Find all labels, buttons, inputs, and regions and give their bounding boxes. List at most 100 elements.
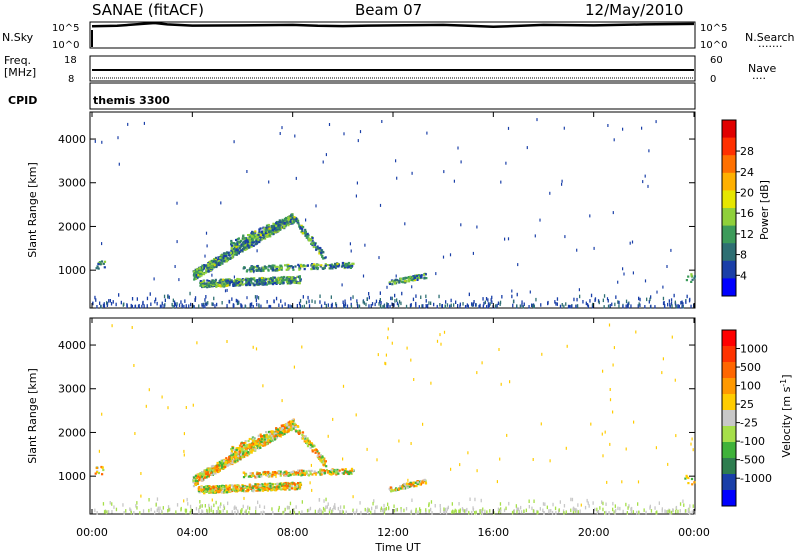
mid-band-cell (324, 264, 327, 267)
ground-scatter-cell (328, 508, 331, 512)
sparse-echo-cell (499, 457, 501, 461)
upper-arm-cell (235, 245, 238, 248)
ground-scatter-cell (572, 509, 575, 514)
mid-band-cell (247, 475, 250, 478)
power-ylabel: Slant Range [km] (26, 162, 39, 258)
ground-scatter-cell (293, 508, 295, 512)
lower-band-cell (229, 489, 232, 492)
lower-band-cell (253, 284, 256, 287)
mid-band-cell (272, 268, 275, 271)
upper-arm-cell (230, 243, 233, 246)
lower-band-cell (234, 486, 237, 489)
descending-arm-cell (310, 442, 313, 445)
upper-arm-cell (231, 446, 234, 450)
rising-arm-cell (224, 465, 227, 468)
sparse-echo-cell (532, 458, 534, 461)
ground-scatter-cell (473, 300, 475, 304)
mid-band-cell (280, 268, 283, 271)
ground-scatter-cell (235, 506, 237, 511)
sparse-echo-cell (161, 395, 163, 399)
upper-arm-cell (258, 230, 261, 233)
ground-scatter-cell (130, 303, 132, 308)
lower-band-cell (206, 485, 209, 488)
lower-band-cell (298, 484, 301, 487)
upper-arm-cell (251, 235, 254, 238)
ground-scatter-cell (311, 299, 313, 303)
rising-arm-cell (232, 247, 235, 250)
velocity-plot-frame (89, 317, 696, 515)
rising-arm-cell (212, 472, 216, 475)
upper-arm-cell (241, 447, 244, 450)
ground-scatter-cell (303, 304, 305, 309)
upper-arm-cell (254, 441, 257, 444)
descending-arm-cell (311, 450, 314, 453)
upper-arm-cell (244, 441, 247, 444)
ground-scatter-cell (339, 505, 342, 509)
ground-scatter-cell (462, 302, 464, 306)
ground-scatter-cell (366, 297, 368, 301)
rising-arm-cell (212, 264, 215, 268)
upper-arm-cell (282, 219, 285, 222)
ground-scatter-cell (587, 501, 589, 505)
ground-scatter-cell (419, 507, 421, 511)
ground-scatter-cell (455, 300, 457, 304)
noon-patch-cell (416, 277, 419, 280)
rising-arm-cell (252, 241, 255, 244)
lower-band-cell (226, 284, 229, 287)
lower-band-cell (237, 484, 240, 487)
descending-arm-cell (306, 442, 309, 445)
sparse-echo-cell (563, 126, 565, 130)
mid-band-cell (297, 469, 300, 472)
ground-scatter-cell (639, 303, 641, 307)
lower-band-cell (201, 281, 204, 284)
upper-arm-cell (267, 230, 271, 234)
ground-scatter-cell (491, 295, 493, 300)
lower-band-cell (241, 489, 245, 492)
upper-arm-cell (272, 225, 275, 228)
ground-scatter-cell (142, 301, 144, 306)
sparse-echo-cell (647, 184, 649, 188)
ground-scatter-cell (161, 304, 163, 309)
lower-band-cell (261, 283, 264, 286)
colorbar-frame (721, 119, 737, 297)
lower-band-cell (219, 278, 222, 281)
lower-band-cell (252, 490, 255, 493)
colorbar-segment (722, 225, 736, 244)
rising-arm-cell (260, 238, 263, 241)
rising-arm-cell (200, 472, 203, 475)
noon-patch-cell (408, 280, 411, 283)
ground-scatter-cell (206, 508, 208, 513)
ground-scatter-cell (342, 510, 344, 514)
upper-arm-cell (275, 221, 278, 224)
ground-scatter-cell (451, 502, 453, 506)
rising-arm-cell (218, 261, 222, 264)
ground-scatter-cell (368, 295, 370, 300)
lower-band-cell (278, 487, 281, 490)
noon-patch-cell (398, 487, 401, 490)
sparse-echo-cell (343, 132, 345, 136)
sparse-echo-cell (143, 121, 145, 125)
rising-arm-cell (233, 453, 236, 456)
ground-scatter-cell (120, 300, 122, 305)
late-echo-cell (693, 481, 696, 484)
noon-patch-cell (410, 279, 413, 282)
sparse-echo-cell (633, 420, 635, 424)
upper-arm-cell (251, 443, 254, 447)
mid-band-cell (281, 472, 284, 475)
ground-scatter-cell (198, 510, 200, 515)
ground-scatter-cell (482, 507, 484, 511)
mid-band-cell (279, 470, 282, 473)
ground-scatter-cell (199, 505, 201, 509)
ground-scatter-cell (136, 297, 138, 301)
ground-scatter-cell (625, 299, 628, 304)
ground-scatter-cell (366, 508, 369, 513)
ground-scatter-cell (223, 506, 226, 510)
sparse-echo-cell (435, 272, 437, 276)
lower-band-cell (246, 283, 249, 287)
ground-scatter-cell (350, 305, 353, 309)
rising-arm-cell (234, 250, 237, 253)
mid-band-cell (274, 265, 277, 268)
mid-band-cell (267, 470, 270, 474)
lower-band-cell (252, 278, 255, 281)
ground-scatter-cell (400, 509, 402, 513)
